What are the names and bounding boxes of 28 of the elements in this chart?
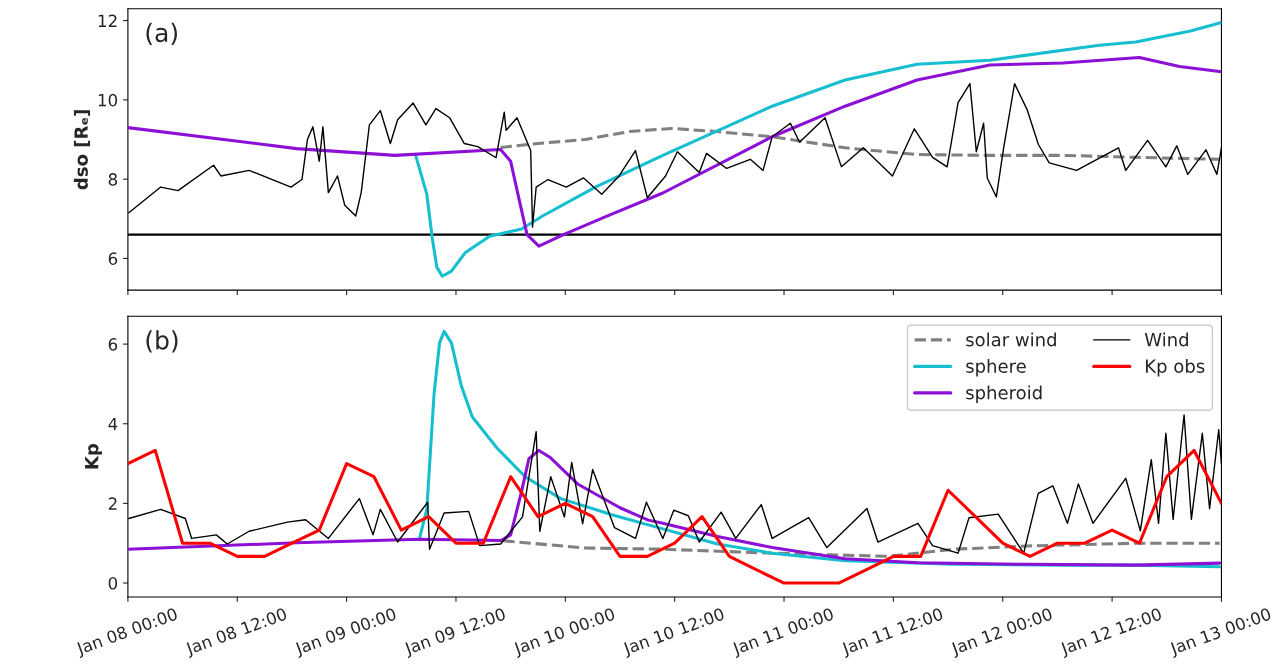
y-tick-label: 4 xyxy=(108,417,118,431)
y-tick-label: 0 xyxy=(108,577,118,590)
annotation: (a) xyxy=(146,22,177,46)
x-tick-label: Jan 12 00:00 xyxy=(949,607,1054,659)
x-tick-label: Jan 13 00:00 xyxy=(1168,607,1273,659)
y-axis-title: dso [Rₑ] xyxy=(73,110,91,190)
y-tick-label: 8 xyxy=(108,173,118,186)
annotation: (b) xyxy=(146,330,178,353)
y-axis-title: Kp xyxy=(85,443,103,469)
x-tick-label: Jan 11 00:00 xyxy=(730,607,836,659)
y-tick-label: 6 xyxy=(108,338,118,351)
y-tick-label: 2 xyxy=(108,497,117,510)
x-tick-label: Jan 08 12:00 xyxy=(184,607,289,659)
x-tick-label: Jan 09 12:00 xyxy=(402,607,508,659)
x-tick-label: Jan 09 00:00 xyxy=(293,607,398,659)
x-tick-label: Jan 10 00:00 xyxy=(512,607,617,659)
legend-label: solar wind xyxy=(966,332,1056,347)
x-tick-label: Jan 11 12:00 xyxy=(840,607,945,659)
y-tick-label: 6 xyxy=(108,252,118,265)
x-tick-label: Jan 08 00:00 xyxy=(74,607,180,659)
y-tick-label: 12 xyxy=(98,14,117,27)
legend-label: sphere xyxy=(966,358,1026,377)
legend-label: spheroid xyxy=(966,385,1042,403)
legend-label: Wind xyxy=(1144,332,1188,347)
x-tick-label: Jan 12 12:00 xyxy=(1059,607,1164,659)
legend-label: Kp obs xyxy=(1146,358,1205,377)
x-tick-label: Jan 10 12:00 xyxy=(621,607,726,659)
y-tick-label: 10 xyxy=(98,93,118,107)
